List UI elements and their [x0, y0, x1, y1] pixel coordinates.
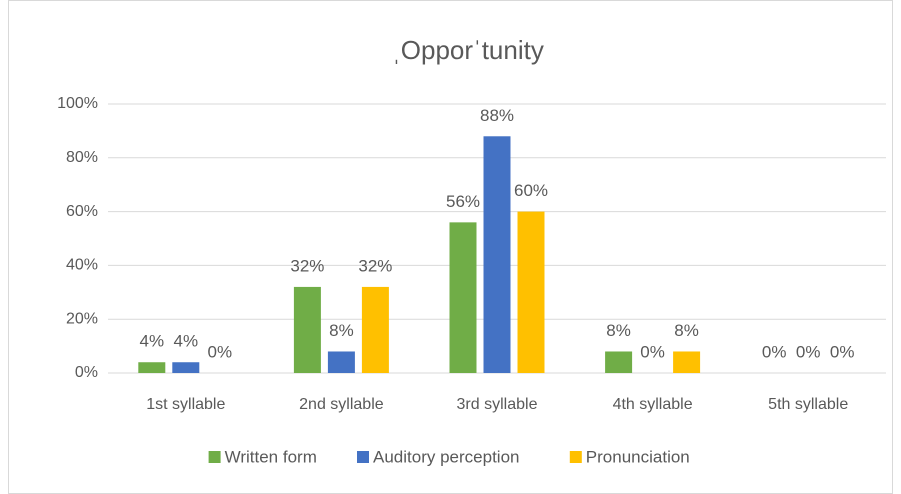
- bar: [449, 222, 477, 373]
- bar: [172, 362, 200, 373]
- legend-label: Pronunciation: [586, 447, 690, 466]
- data-label: 60%: [514, 181, 548, 200]
- data-label: 0%: [208, 342, 233, 361]
- x-tick-label: 2nd syllable: [299, 396, 384, 413]
- bar: [361, 286, 389, 373]
- data-label: 4%: [140, 332, 165, 351]
- bar: [327, 351, 355, 373]
- data-label: 0%: [796, 342, 821, 361]
- legend-label: Auditory perception: [373, 447, 519, 466]
- data-label: 56%: [446, 192, 480, 211]
- x-tick-label: 4th syllable: [613, 396, 693, 413]
- legend-swatch: [208, 451, 221, 463]
- legend-swatch: [569, 451, 582, 463]
- data-label: 0%: [640, 342, 665, 361]
- legend-label: Written form: [225, 447, 317, 466]
- data-label: 32%: [290, 256, 324, 275]
- x-tick-label: 1st syllable: [146, 396, 225, 413]
- bar: [138, 362, 166, 373]
- data-label: 32%: [358, 256, 392, 275]
- data-label: 8%: [606, 321, 631, 340]
- y-tick-label: 0%: [75, 364, 98, 381]
- y-tick-label: 60%: [66, 203, 98, 220]
- y-tick-label: 40%: [66, 257, 98, 274]
- data-label: 88%: [480, 106, 514, 125]
- x-tick-label: 5th syllable: [768, 396, 848, 413]
- bar: [605, 351, 633, 373]
- data-label: 4%: [174, 332, 199, 351]
- y-tick-label: 100%: [57, 95, 98, 112]
- data-label: 8%: [674, 321, 699, 340]
- bar: [483, 136, 511, 373]
- y-tick-label: 80%: [66, 149, 98, 166]
- bar: [673, 351, 701, 373]
- legend-swatch: [357, 451, 369, 463]
- data-label: 8%: [329, 321, 354, 340]
- bar: [517, 211, 545, 373]
- chart-title: ˌOpporˈtunity: [392, 35, 544, 65]
- y-tick-label: 20%: [66, 310, 98, 327]
- data-label: 0%: [762, 342, 787, 361]
- bar: [293, 286, 321, 373]
- x-tick-label: 3rd syllable: [457, 396, 538, 413]
- data-label: 0%: [830, 342, 855, 361]
